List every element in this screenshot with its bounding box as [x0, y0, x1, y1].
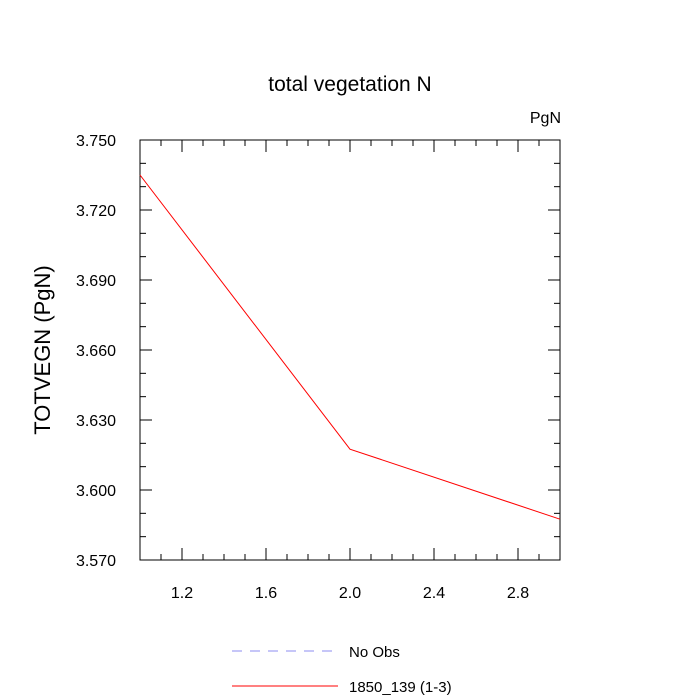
- legend-label: 1850_139 (1-3): [349, 679, 452, 696]
- legend-label: No Obs: [349, 644, 400, 661]
- y-tick-label: 3.720: [76, 203, 116, 220]
- y-tick-label: 3.690: [76, 273, 116, 290]
- x-tick-label: 1.2: [171, 585, 193, 602]
- series-line: [139, 174, 561, 520]
- y-tick-label: 3.630: [76, 413, 116, 430]
- x-tick-label: 2.4: [423, 585, 445, 602]
- y-axis-label: TOTVEGN (PgN): [30, 265, 55, 435]
- series-layer: [139, 174, 561, 520]
- x-tick-label: 2.8: [507, 585, 529, 602]
- units-label: PgN: [530, 110, 561, 127]
- x-tick-label: 2.0: [339, 585, 361, 602]
- axis-ticks: 1.2 1.6 2.0 2.4 2.8 3.570 3.600 3.630 3.660 3.690…: [76, 133, 561, 602]
- y-tick-label: 3.750: [76, 133, 116, 150]
- y-tick-label: 3.570: [76, 553, 116, 570]
- y-tick-label: 3.660: [76, 343, 116, 360]
- x-tick-label: 1.6: [255, 585, 277, 602]
- y-tick-label: 3.600: [76, 483, 116, 500]
- chart-title: total vegetation N: [268, 73, 431, 96]
- plot-frame: [139, 139, 561, 561]
- legend: No Obs 1850_139 (1-3): [232, 644, 452, 696]
